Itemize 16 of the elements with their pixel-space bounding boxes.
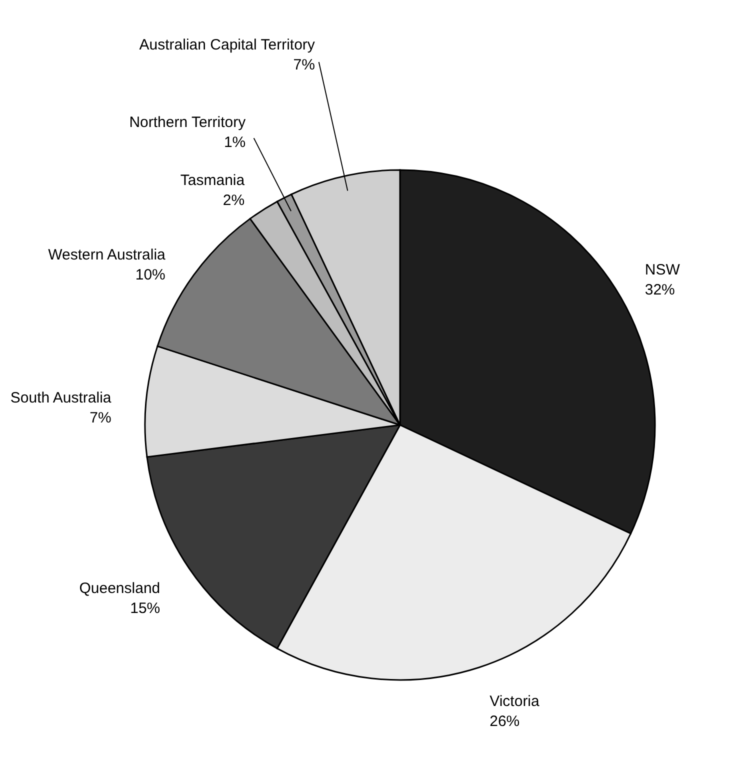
slice-label: NSW <box>644 262 681 279</box>
data-label: 7% <box>293 56 315 74</box>
data-label: 10% <box>135 266 166 284</box>
data-label: 7% <box>90 410 112 427</box>
slice-label: Northern Territory <box>129 114 246 132</box>
slice-label: Tasmania <box>180 172 246 190</box>
data-label: 1% <box>224 134 246 152</box>
slice-label: South Australia <box>10 390 112 407</box>
data-label: 2% <box>222 192 245 210</box>
slice-label: Victoria <box>490 692 540 710</box>
data-label: 26% <box>490 712 520 730</box>
data-label: 32% <box>644 282 675 299</box>
slice-label: Western Australia <box>48 246 166 264</box>
slice-label: Australian Capital Territory <box>139 36 316 54</box>
data-label: 15% <box>130 600 160 618</box>
slice-label: Queensland <box>79 580 160 598</box>
